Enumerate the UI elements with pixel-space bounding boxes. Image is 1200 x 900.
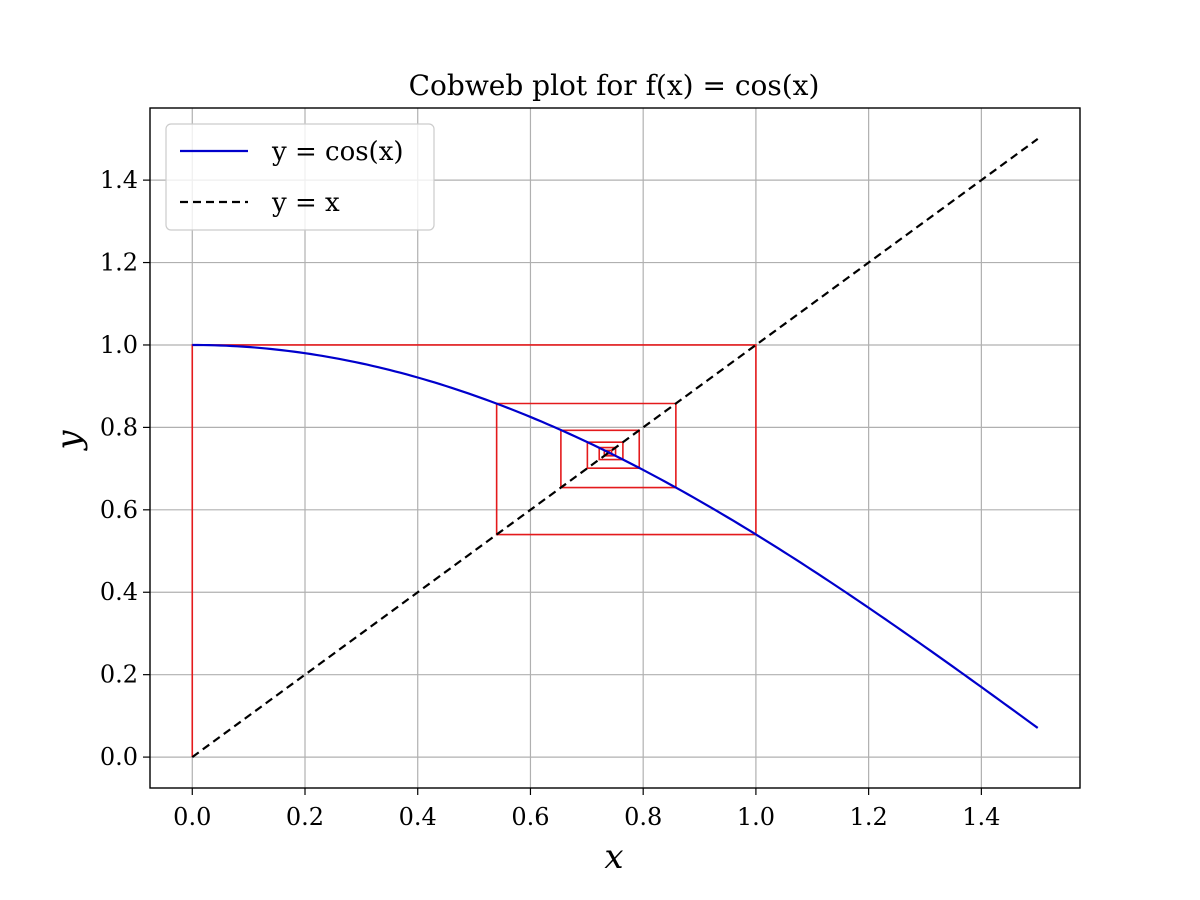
y-axis-title: y — [49, 430, 89, 452]
y-tick-label: 1.2 — [100, 249, 138, 277]
x-tick-label: 1.0 — [737, 803, 775, 831]
x-tick-label: 0.6 — [511, 803, 549, 831]
legend-label-identity: y = x — [271, 188, 340, 218]
series-cos-line — [192, 343, 1039, 729]
y-tick-label: 0.8 — [100, 413, 138, 441]
y-tick-label: 1.4 — [100, 166, 138, 194]
y-tick-label: 0.4 — [100, 578, 138, 606]
plot-area-frame — [149, 107, 1081, 789]
x-tick-label: 1.2 — [850, 803, 888, 831]
x-tick-label: 0.0 — [173, 803, 211, 831]
series-layer — [191, 138, 1039, 758]
legend: y = cos(x) y = x — [165, 123, 435, 231]
y-tick-label: 0.6 — [100, 496, 138, 524]
chart-title: Cobweb plot for f(x) = cos(x) — [409, 69, 820, 102]
y-tick-label: 0.2 — [100, 661, 138, 689]
x-axis-title: x — [604, 837, 623, 877]
y-tick-label: 1.0 — [100, 331, 138, 359]
series-identity-line — [191, 138, 1039, 758]
x-tick-label: 0.4 — [399, 803, 437, 831]
y-tick-label: 0.0 — [100, 743, 138, 771]
legend-label-cos: y = cos(x) — [271, 137, 404, 167]
x-tick-label: 0.8 — [624, 803, 662, 831]
x-tick-label: 1.4 — [962, 803, 1000, 831]
x-tick-label: 0.2 — [286, 803, 324, 831]
tick-layer: 0.0 0.2 0.4 0.6 0.8 1.0 1.2 1.4 0.0 0.2 0.4 0.6 0.8 1… — [100, 166, 1001, 831]
